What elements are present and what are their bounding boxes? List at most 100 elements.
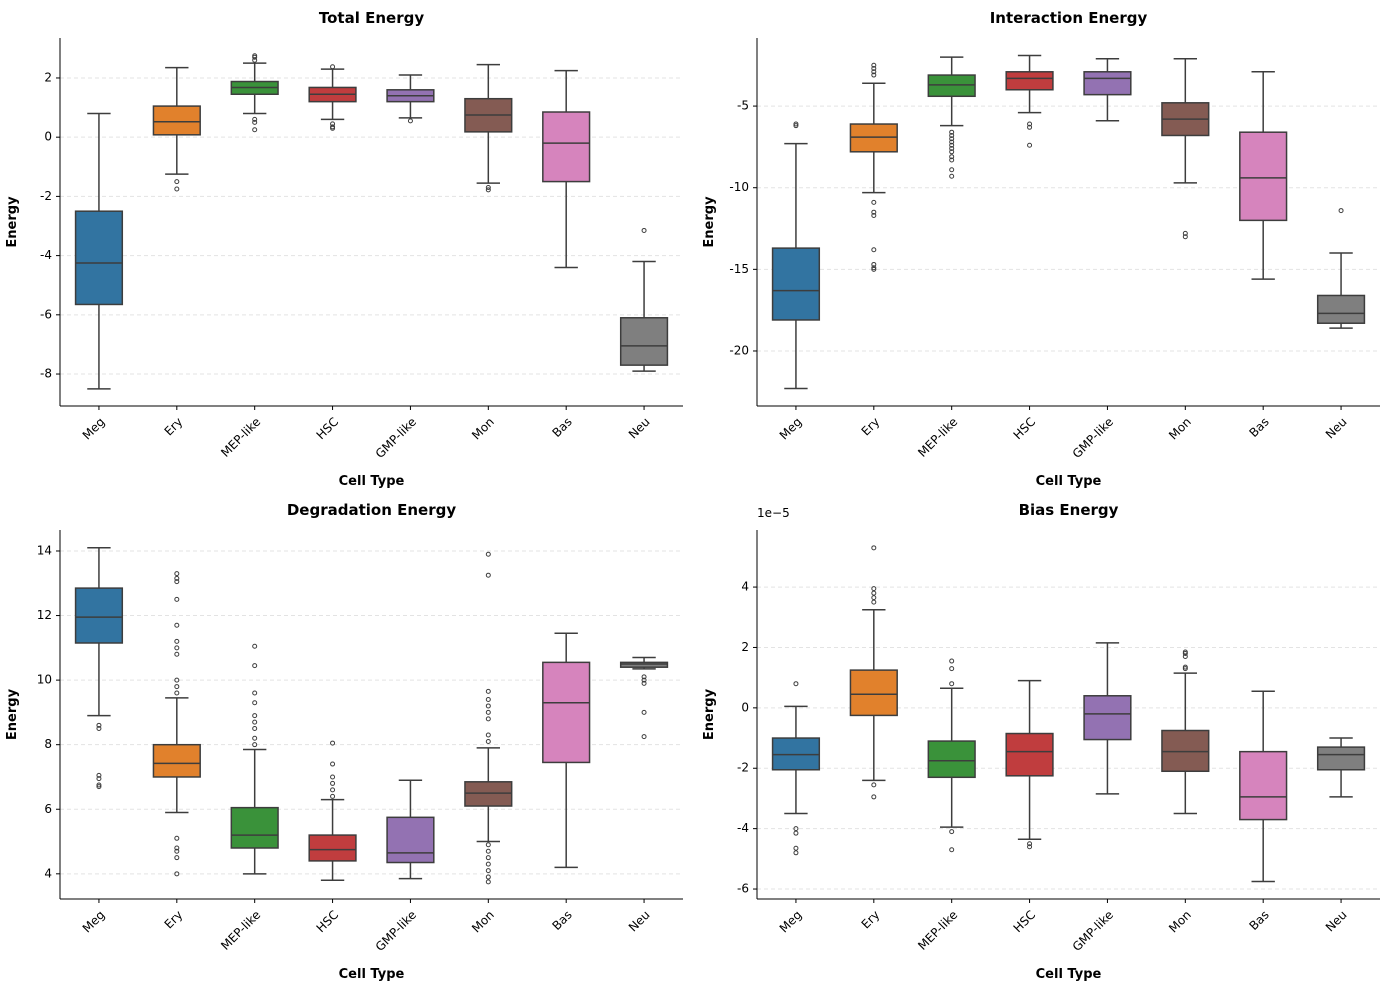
y-tick-label: 4 (44, 866, 52, 880)
x-tick-label: Neu (626, 908, 653, 935)
outlier (252, 726, 258, 732)
box (927, 740, 976, 779)
outlier (641, 674, 647, 680)
outlier (174, 690, 180, 696)
box (464, 781, 513, 807)
outlier (793, 123, 799, 129)
x-axis-label: Cell Type (339, 474, 405, 489)
outlier (1027, 841, 1033, 847)
x-tick-label: Meg (777, 908, 805, 936)
outlier (793, 850, 799, 856)
outlier (949, 154, 955, 160)
outlier (949, 149, 955, 155)
outlier (1182, 664, 1188, 670)
x-tick-label: Ery (162, 415, 186, 439)
x-tick-label: Mon (1166, 908, 1194, 936)
outlier (949, 132, 955, 138)
outlier (485, 187, 491, 193)
outlier (330, 740, 336, 746)
box (308, 834, 357, 862)
y-tick-label: 0 (741, 700, 749, 714)
outlier (871, 199, 877, 205)
outlier (252, 690, 258, 696)
outlier (871, 586, 877, 592)
y-tick-label: 2 (741, 640, 749, 654)
outlier (871, 62, 877, 68)
y-tick-label: -15 (729, 262, 749, 276)
outlier (252, 700, 258, 706)
outlier (1027, 844, 1033, 850)
outlier (252, 127, 258, 133)
outlier (871, 66, 877, 72)
outlier (330, 64, 336, 70)
x-tick-label: Bas (1246, 415, 1271, 440)
outlier (871, 212, 877, 218)
offset-text: 1e−5 (757, 506, 790, 520)
outlier (949, 173, 955, 179)
box (542, 111, 591, 183)
outlier (252, 735, 258, 741)
outlier (949, 142, 955, 148)
outlier (485, 848, 491, 854)
x-tick-label: HSC (314, 908, 342, 936)
y-tick-label: -2 (737, 761, 749, 775)
y-tick-label: 8 (44, 737, 52, 751)
x-tick-label: Neu (1323, 415, 1350, 442)
outlier (793, 826, 799, 832)
x-tick-label: Mon (469, 908, 497, 936)
outlier (871, 69, 877, 75)
x-tick-label: Mon (469, 415, 497, 443)
outlier (252, 119, 258, 125)
box (1316, 746, 1366, 771)
outlier (485, 551, 491, 557)
outlier (174, 622, 180, 628)
outlier (949, 829, 955, 835)
outlier (1182, 651, 1188, 657)
outlier (641, 677, 647, 683)
outlier (174, 835, 180, 841)
outlier (641, 227, 647, 233)
outlier (252, 742, 258, 748)
outlier (871, 545, 877, 551)
box (1005, 732, 1054, 777)
x-tick-label: GMP-like (1070, 908, 1116, 954)
box (230, 806, 279, 849)
outlier (871, 261, 877, 267)
box (849, 123, 898, 153)
y-tick-label: -4 (40, 248, 52, 262)
outlier (252, 643, 258, 649)
y-tick-label: 10 (37, 673, 52, 687)
box (849, 669, 898, 717)
y-axis-label: Energy (5, 196, 20, 248)
outlier (96, 722, 102, 728)
outlier (793, 681, 799, 687)
outlier (871, 72, 877, 78)
outlier (871, 782, 877, 788)
outlier (871, 266, 877, 272)
outlier (871, 265, 877, 271)
outlier (793, 830, 799, 836)
outlier (174, 845, 180, 851)
outlier (174, 848, 180, 854)
x-tick-label: Ery (859, 908, 883, 932)
outlier (1027, 142, 1033, 148)
outlier (330, 774, 336, 780)
outlier (96, 772, 102, 778)
x-axis-label: Cell Type (339, 967, 405, 982)
outlier (174, 645, 180, 651)
box (1239, 750, 1288, 821)
outlier (330, 787, 336, 793)
y-tick-label: -10 (729, 180, 749, 194)
outlier (485, 696, 491, 702)
chart-title: Degradation Energy (287, 501, 456, 519)
outlier (485, 703, 491, 709)
box (1316, 294, 1366, 324)
y-tick-label: 0 (44, 130, 52, 144)
x-tick-label: GMP-like (373, 908, 419, 954)
outlier (174, 638, 180, 644)
outlier (949, 167, 955, 173)
outlier (871, 595, 877, 601)
y-tick-label: 14 (37, 543, 52, 557)
outlier (174, 579, 180, 585)
outlier (174, 871, 180, 877)
